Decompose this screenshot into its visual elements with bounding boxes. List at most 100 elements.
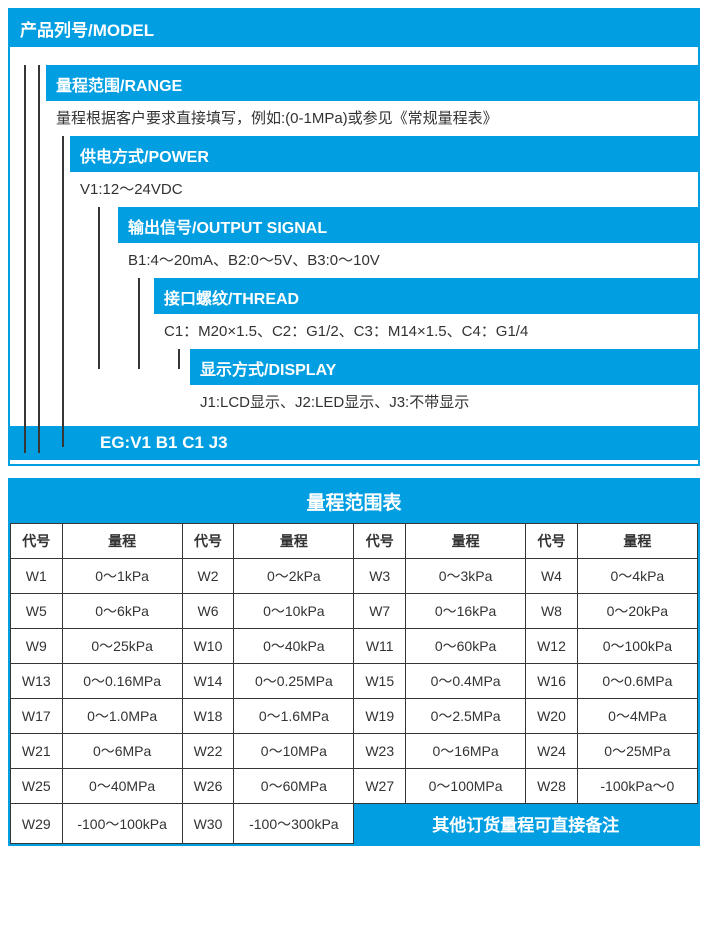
col-code: 代号 (526, 524, 578, 559)
cell-code: W18 (182, 699, 234, 734)
tree-row-power: 供电方式/POWER V1:12～24VDC (10, 136, 698, 207)
cell-range: 0～100MPa (405, 769, 525, 804)
thread-text: C1：M20×1.5、C2：G1/2、C3：M14×1.5、C4：G1/4 (154, 314, 698, 349)
cell-range: 0～1kPa (62, 559, 182, 594)
cell-range: 0～1.6MPa (234, 699, 354, 734)
output-text: B1:4～20mA、B2:0～5V、B3:0～10V (118, 243, 698, 278)
col-range: 量程 (405, 524, 525, 559)
cell-range: 0～2.5MPa (405, 699, 525, 734)
cell-code: W13 (11, 664, 63, 699)
col-range: 量程 (234, 524, 354, 559)
model-tree: 量程范围/RANGE 量程根据客户要求直接填写，例如:(0-1MPa)或参见《常… (10, 65, 698, 464)
range-text: 量程根据客户要求直接填写，例如:(0-1MPa)或参见《常规量程表》 (46, 101, 698, 136)
cell-range: 0～0.6MPa (577, 664, 697, 699)
cell-range: 0～10MPa (234, 734, 354, 769)
col-range: 量程 (62, 524, 182, 559)
cell-code: W3 (354, 559, 406, 594)
cell-range: -100～100kPa (62, 804, 182, 844)
cell-code: W29 (11, 804, 63, 844)
cell-code: W24 (526, 734, 578, 769)
cell-range: -100～300kPa (234, 804, 354, 844)
cell-code: W2 (182, 559, 234, 594)
cell-range: 0～25MPa (577, 734, 697, 769)
model-panel: 产品列号/MODEL 量程范围/RANGE 量程根据客户要求直接填写，例如:(0… (8, 8, 700, 466)
cell-code: W14 (182, 664, 234, 699)
cell-range: 0～0.4MPa (405, 664, 525, 699)
cell-code: W10 (182, 629, 234, 664)
range-table: 代号 量程 代号 量程 代号 量程 代号 量程 W10～1kPaW20～2kPa… (10, 523, 698, 844)
table-row: W210～6MPaW220～10MPaW230～16MPaW240～25MPa (11, 734, 698, 769)
table-row: W29-100～100kPaW30-100～300kPa其他订货量程可直接备注 (11, 804, 698, 844)
cell-range: 0～3kPa (405, 559, 525, 594)
col-code: 代号 (182, 524, 234, 559)
cell-code: W20 (526, 699, 578, 734)
cell-code: W26 (182, 769, 234, 804)
cell-range: 0～10kPa (234, 594, 354, 629)
cell-range: 0～4kPa (577, 559, 697, 594)
cell-code: W23 (354, 734, 406, 769)
cell-code: W4 (526, 559, 578, 594)
cell-code: W19 (354, 699, 406, 734)
example-bar: EG:V1 B1 C1 J3 (10, 426, 698, 460)
table-row: W10～1kPaW20～2kPaW30～3kPaW40～4kPa (11, 559, 698, 594)
cell-range: 0～16MPa (405, 734, 525, 769)
cell-code: W5 (11, 594, 63, 629)
cell-range: -100kPa～0 (577, 769, 697, 804)
cell-code: W12 (526, 629, 578, 664)
table-row: W50～6kPaW60～10kPaW70～16kPaW80～20kPa (11, 594, 698, 629)
cell-range: 0～40kPa (234, 629, 354, 664)
cell-range: 0～25kPa (62, 629, 182, 664)
cell-range: 0～40MPa (62, 769, 182, 804)
tree-row-thread: 接口螺纹/THREAD C1：M20×1.5、C2：G1/2、C3：M14×1.… (10, 278, 698, 349)
col-code: 代号 (11, 524, 63, 559)
table-row: W250～40MPaW260～60MPaW270～100MPaW28-100kP… (11, 769, 698, 804)
model-title: 产品列号/MODEL (10, 10, 698, 47)
cell-code: W28 (526, 769, 578, 804)
cell-code: W11 (354, 629, 406, 664)
tree-row-display: 显示方式/DISPLAY J1:LCD显示、J2:LED显示、J3:不带显示 (10, 349, 698, 420)
cell-code: W16 (526, 664, 578, 699)
cell-code: W9 (11, 629, 63, 664)
cell-code: W27 (354, 769, 406, 804)
table-row: W90～25kPaW100～40kPaW110～60kPaW120～100kPa (11, 629, 698, 664)
range-header: 量程范围/RANGE (46, 65, 698, 101)
cell-range: 0～100kPa (577, 629, 697, 664)
col-range: 量程 (577, 524, 697, 559)
thread-header: 接口螺纹/THREAD (154, 278, 698, 314)
cell-range: 0～4MPa (577, 699, 697, 734)
cell-range: 0～6kPa (62, 594, 182, 629)
table-row: W130～0.16MPaW140～0.25MPaW150～0.4MPaW160～… (11, 664, 698, 699)
range-table-title: 量程范围表 (10, 480, 698, 523)
cell-code: W22 (182, 734, 234, 769)
table-row: W170～1.0MPaW180～1.6MPaW190～2.5MPaW200～4M… (11, 699, 698, 734)
cell-range: 0～20kPa (577, 594, 697, 629)
power-text: V1:12～24VDC (70, 172, 698, 207)
cell-range: 0～6MPa (62, 734, 182, 769)
cell-code: W1 (11, 559, 63, 594)
table-header-row: 代号 量程 代号 量程 代号 量程 代号 量程 (11, 524, 698, 559)
tree-row-output: 输出信号/OUTPUT SIGNAL B1:4～20mA、B2:0～5V、B3:… (10, 207, 698, 278)
cell-code: W30 (182, 804, 234, 844)
gap (10, 47, 698, 65)
cell-range: 0～60MPa (234, 769, 354, 804)
cell-code: W17 (11, 699, 63, 734)
display-text: J1:LCD显示、J2:LED显示、J3:不带显示 (190, 385, 698, 420)
cell-code: W8 (526, 594, 578, 629)
cell-range: 0～1.0MPa (62, 699, 182, 734)
cell-range: 0～60kPa (405, 629, 525, 664)
cell-code: W7 (354, 594, 406, 629)
col-code: 代号 (354, 524, 406, 559)
cell-code: W15 (354, 664, 406, 699)
cell-code: W25 (11, 769, 63, 804)
cell-range: 0～2kPa (234, 559, 354, 594)
range-table-panel: 量程范围表 代号 量程 代号 量程 代号 量程 代号 量程 W10～1kPaW2… (8, 478, 700, 846)
output-header: 输出信号/OUTPUT SIGNAL (118, 207, 698, 243)
tree-row-range: 量程范围/RANGE 量程根据客户要求直接填写，例如:(0-1MPa)或参见《常… (10, 65, 698, 136)
cell-code: W21 (11, 734, 63, 769)
cell-range: 0～0.16MPa (62, 664, 182, 699)
range-table-note: 其他订货量程可直接备注 (354, 804, 698, 844)
power-header: 供电方式/POWER (70, 136, 698, 172)
display-header: 显示方式/DISPLAY (190, 349, 698, 385)
cell-range: 0～16kPa (405, 594, 525, 629)
cell-range: 0～0.25MPa (234, 664, 354, 699)
